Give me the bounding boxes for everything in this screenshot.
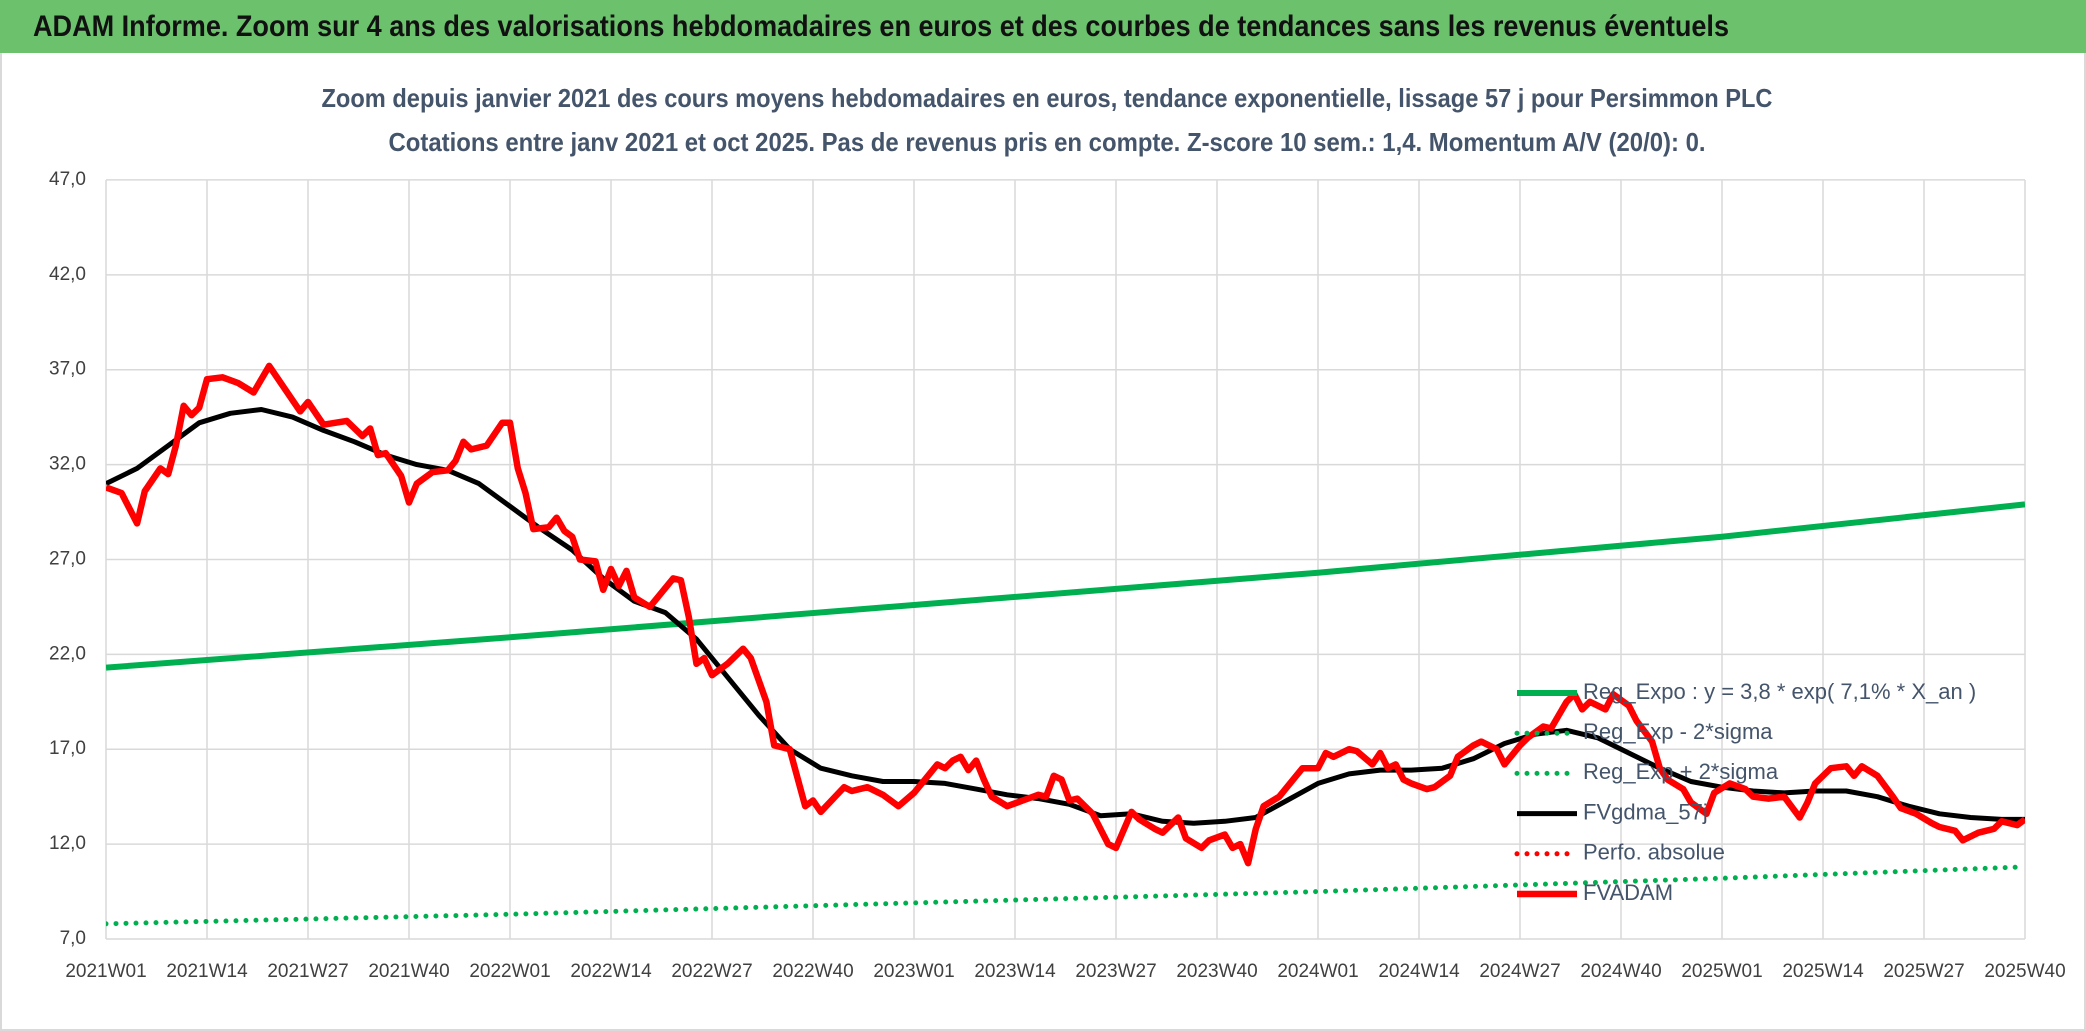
legend-label: FVADAM [1583, 880, 1673, 905]
y-tick-label: 32,0 [49, 454, 86, 475]
series-line [106, 501, 2025, 671]
y-tick-label: 7,0 [60, 928, 86, 949]
x-tick-label: 2024W40 [1580, 961, 1661, 982]
x-tick-label: 2025W40 [1984, 961, 2065, 982]
series-line [106, 362, 2025, 867]
legend: Reg_Expo : y = 3,8 * exp( 7,1% * X_an ) R… [1514, 679, 1976, 905]
y-tick-label: 22,0 [49, 643, 86, 664]
chart-title: ADAM Informe. Zoom sur 4 ans des valoris… [33, 10, 1729, 43]
y-tick-label: 12,0 [49, 833, 86, 854]
y-tick-label: 47,0 [49, 169, 86, 190]
x-tick-label: 2023W01 [873, 961, 954, 982]
y-tick-label: 17,0 [49, 738, 86, 759]
legend-label: Reg_Exp - 2*sigma [1583, 719, 1773, 744]
x-tick-label: 2021W27 [267, 961, 348, 982]
series-line [106, 407, 2025, 826]
legend-label: Perfo. absolue [1583, 840, 1725, 865]
x-tick-label: 2024W01 [1277, 961, 1358, 982]
series-line [106, 864, 2025, 927]
x-tick-label: 2024W27 [1479, 961, 1560, 982]
x-tick-label: 2023W27 [1075, 961, 1156, 982]
x-tick-label: 2021W01 [65, 961, 146, 982]
legend-label: Reg_Expo : y = 3,8 * exp( 7,1% * X_an ) [1583, 679, 1976, 704]
x-tick-label: 2022W40 [772, 961, 853, 982]
subtitle: Zoom depuis janvier 2021 des cours moyen… [322, 83, 1773, 113]
y-tick-label: 42,0 [49, 264, 86, 285]
x-tick-label: 2023W14 [974, 961, 1056, 982]
x-tick-label: 2025W27 [1883, 961, 1964, 982]
x-tick-label: 2025W01 [1681, 961, 1762, 982]
title-bar [0, 0, 2086, 53]
plot-area [106, 362, 2025, 927]
x-tick-label: 2021W40 [368, 961, 449, 982]
legend-label: Reg_Exp + 2*sigma [1583, 759, 1779, 784]
subtitle: Cotations entre janv 2021 et oct 2025. P… [389, 127, 1706, 157]
legend-label: FVgdma_57j [1583, 799, 1708, 824]
x-tick-label: 2021W14 [166, 961, 248, 982]
y-tick-label: 37,0 [49, 359, 86, 380]
x-tick-label: 2023W40 [1176, 961, 1257, 982]
x-tick-label: 2022W14 [570, 961, 652, 982]
x-tick-label: 2022W27 [671, 961, 752, 982]
x-tick-label: 2022W01 [469, 961, 550, 982]
x-tick-label: 2025W14 [1782, 961, 1864, 982]
x-tick-label: 2024W14 [1378, 961, 1460, 982]
y-tick-label: 27,0 [49, 548, 86, 569]
grid: 7,0 12,0 17,0 22,0 27,0 32,0 37,0 42,0 47,0 2021W… [49, 169, 2066, 982]
